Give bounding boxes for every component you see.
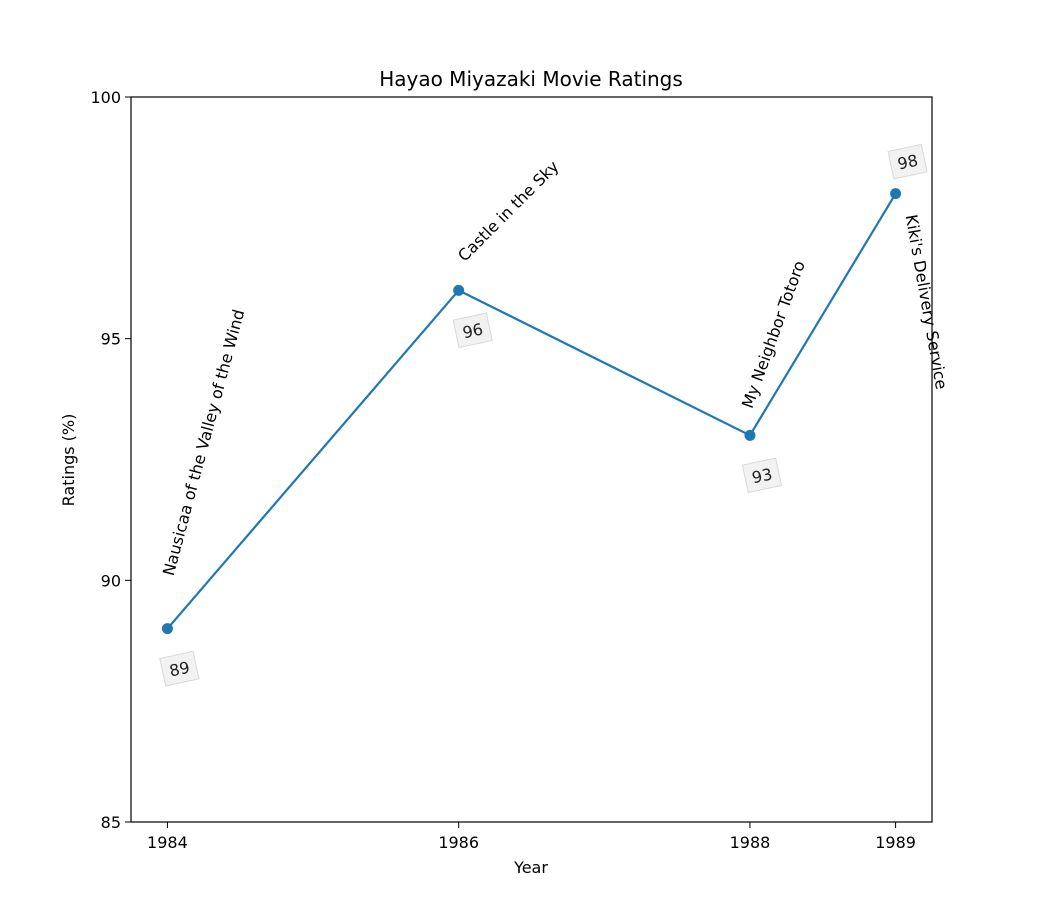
chart-title: Hayao Miyazaki Movie Ratings [379, 67, 683, 91]
movie-label: Castle in the Sky [454, 157, 562, 265]
y-axis: 85 90 95 100 [90, 88, 131, 832]
value-badge-box [159, 650, 200, 687]
x-axis: 1984 1986 1988 1989 [147, 822, 916, 852]
annotation-layer: Nausicaa of the Valley of the Wind Castle… [159, 143, 951, 687]
value-badge-box [887, 143, 928, 180]
y-tick-label: 95 [101, 330, 121, 349]
plot-area [130, 96, 933, 823]
x-tick-label: 1989 [875, 833, 916, 852]
x-tick-label: 1984 [147, 833, 188, 852]
series-line [166, 193, 897, 630]
value-badge: 96 [452, 312, 493, 349]
x-tick-label: 1986 [438, 833, 479, 852]
series-layer [161, 188, 902, 635]
y-tick-label: 85 [101, 813, 121, 832]
x-tick-label: 1988 [730, 833, 771, 852]
data-point [161, 623, 173, 635]
data-point [890, 188, 902, 200]
x-axis-label: Year [513, 858, 548, 877]
value-badge: 93 [741, 457, 783, 494]
y-axis-label: Ratings (%) [59, 414, 78, 507]
data-point [744, 429, 756, 441]
value-badge: 89 [159, 650, 200, 687]
value-label: 98 [896, 151, 920, 174]
data-point [453, 284, 465, 296]
value-label: 89 [168, 658, 192, 681]
value-badge: 98 [887, 143, 928, 180]
movie-label: Kiki's Delivery Service [902, 213, 951, 391]
value-label: 96 [461, 319, 485, 342]
y-tick-label: 100 [90, 88, 121, 107]
y-tick-label: 90 [101, 571, 121, 590]
value-label: 93 [750, 464, 774, 487]
movie-label: Nausicaa of the Valley of the Wind [159, 307, 249, 577]
value-badge-box [452, 312, 493, 349]
movie-label: My Neighbor Totoro [738, 258, 809, 411]
value-badge-box [741, 457, 783, 494]
